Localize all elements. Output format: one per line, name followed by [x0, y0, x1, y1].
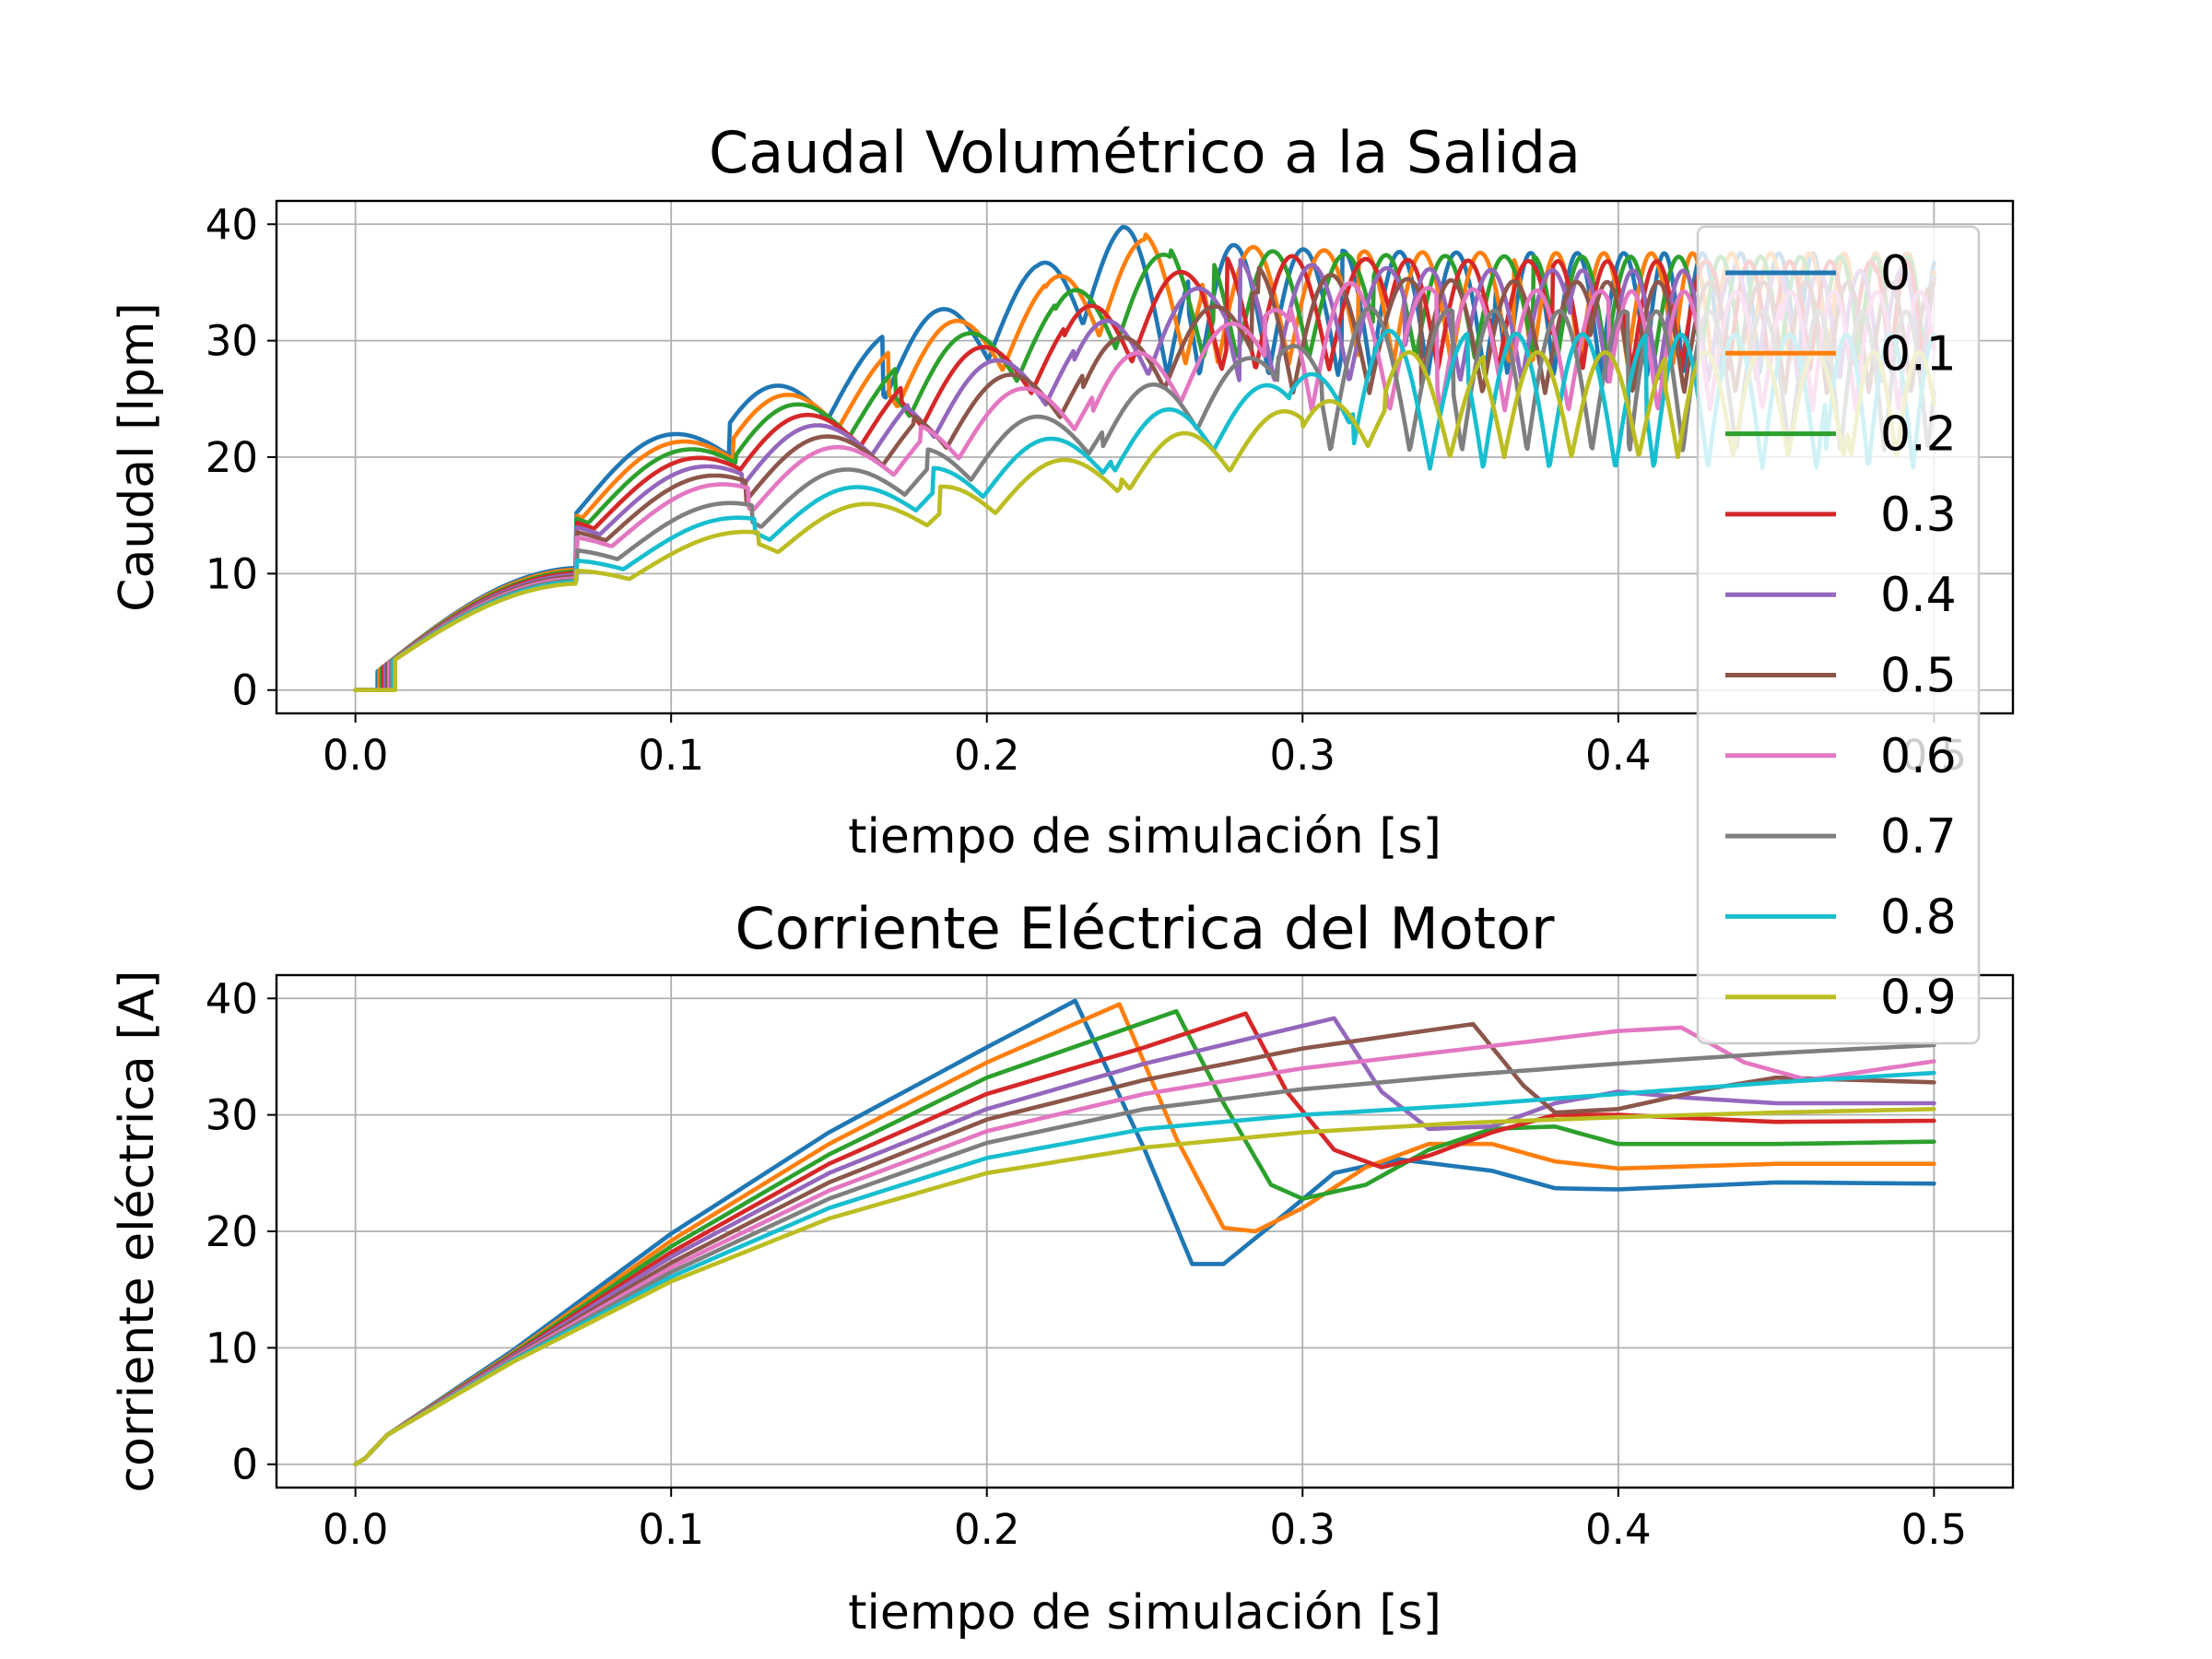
y-tick-label: 20	[206, 433, 258, 482]
x-tick-label: 0.3	[1269, 1505, 1335, 1554]
flow-rate-ylabel: Caudal [lpm]	[110, 302, 165, 612]
legend-label: 0.3	[1880, 488, 1957, 543]
series-line-0.6	[353, 280, 1936, 692]
current-ticks: 0.0 0.1 0.2 0.3 0.4 0.5 0 10 20 30 40	[206, 974, 1967, 1554]
series-line-0.7	[353, 306, 1936, 692]
y-tick-label: 10	[206, 549, 258, 598]
x-tick-label: 0.2	[954, 1505, 1020, 1554]
current-title: Corriente Eléctrica del Motor	[735, 895, 1555, 962]
flow-rate-xlabel: tiempo de simulación [s]	[848, 809, 1441, 865]
legend-label: 0.5	[1880, 649, 1957, 704]
series-line-0.9	[353, 350, 1936, 692]
y-tick-label: 0	[231, 666, 258, 715]
y-tick-label: 40	[206, 200, 258, 249]
current-series	[353, 998, 1936, 1466]
y-tick-label: 0	[231, 1441, 258, 1489]
legend-box	[1696, 225, 1981, 1045]
current-xlabel: tiempo de simulación [s]	[848, 1585, 1441, 1641]
flow-rate-title: Caudal Volumétrico a la Salida	[709, 119, 1581, 186]
legend-label: 0	[1880, 246, 1911, 301]
y-tick-label: 30	[206, 317, 258, 366]
legend-label: 0.9	[1880, 971, 1957, 1026]
series-line-0.8	[353, 328, 1936, 692]
current-axes: Corriente Eléctrica del Motor 0.0 0.1 0.2 0…	[110, 895, 2015, 1641]
legend-label: 0.2	[1880, 407, 1957, 463]
x-tick-label: 0.5	[1901, 1505, 1968, 1554]
x-tick-label: 0.1	[638, 1505, 704, 1554]
series-line-0.1	[353, 232, 1936, 692]
series-line-0.4	[353, 257, 1936, 692]
legend-label: 0.6	[1880, 729, 1957, 784]
legend-items: 0 0.1 0.2 0.3 0.4 0.5 0.6 0.7 0.8 0.9	[1725, 246, 1957, 1026]
x-tick-label: 0.2	[954, 731, 1020, 780]
x-tick-label: 0.0	[323, 731, 389, 780]
legend-label: 0.4	[1880, 568, 1957, 623]
y-tick-label: 40	[206, 974, 258, 1023]
x-tick-label: 0.4	[1585, 731, 1652, 780]
legend-label: 0.7	[1880, 809, 1957, 865]
y-tick-label: 20	[206, 1207, 258, 1256]
x-tick-label: 0.3	[1269, 731, 1335, 780]
series-line-0.2	[353, 248, 1936, 692]
legend-label: 0.1	[1880, 326, 1957, 382]
y-tick-label: 10	[206, 1324, 258, 1372]
legend-label: 0.8	[1880, 889, 1957, 945]
y-tick-label: 30	[206, 1091, 258, 1140]
legend: 0 0.1 0.2 0.3 0.4 0.5 0.6 0.7 0.8 0.9	[1696, 225, 1981, 1045]
x-tick-label: 0.4	[1585, 1505, 1652, 1554]
current-ylabel: corriente eléctrica [A]	[110, 971, 165, 1493]
series-line-0.9	[353, 1107, 1936, 1466]
x-tick-label: 0.0	[323, 1505, 389, 1554]
flow-rate-series	[353, 225, 1936, 692]
x-tick-label: 0.1	[638, 731, 704, 780]
